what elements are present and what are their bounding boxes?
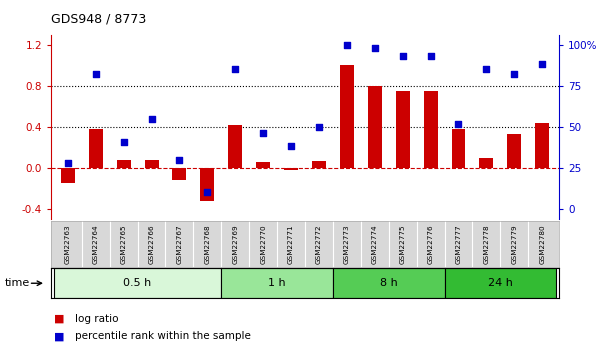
Bar [368, 86, 382, 168]
Text: 0.5 h: 0.5 h [123, 278, 151, 288]
Bar [312, 161, 326, 168]
Bar [395, 91, 410, 168]
Bar [89, 129, 103, 168]
Text: GDS948 / 8773: GDS948 / 8773 [51, 12, 146, 25]
Text: 24 h: 24 h [488, 278, 513, 288]
Text: GSM22772: GSM22772 [316, 225, 322, 264]
Bar [445, 268, 556, 298]
Text: GSM22767: GSM22767 [177, 225, 183, 264]
Bar [333, 268, 445, 298]
Text: 8 h: 8 h [380, 278, 398, 288]
Point [203, 190, 212, 195]
Point [147, 116, 156, 121]
Point [481, 67, 491, 72]
Text: GSM22765: GSM22765 [121, 225, 127, 264]
Text: GSM22770: GSM22770 [260, 225, 266, 264]
Text: 1 h: 1 h [268, 278, 286, 288]
Bar [535, 123, 549, 168]
Point [286, 144, 296, 149]
Bar [54, 268, 221, 298]
Text: ■: ■ [54, 314, 64, 324]
Text: GSM22769: GSM22769 [232, 225, 238, 264]
Point [119, 139, 129, 144]
Text: GSM22764: GSM22764 [93, 225, 99, 264]
Text: GSM22779: GSM22779 [511, 225, 517, 264]
Bar [172, 168, 186, 180]
Point [510, 71, 519, 77]
Point [258, 131, 268, 136]
Point [342, 42, 352, 48]
Point [370, 45, 380, 51]
Point [314, 124, 324, 130]
Text: GSM22766: GSM22766 [148, 225, 154, 264]
Point [398, 53, 407, 59]
Bar [228, 125, 242, 168]
Point [91, 71, 100, 77]
Text: GSM22780: GSM22780 [539, 225, 545, 264]
Point [230, 67, 240, 72]
Text: GSM22768: GSM22768 [204, 225, 210, 264]
Bar [221, 268, 333, 298]
Bar [256, 162, 270, 168]
Bar [507, 134, 521, 168]
Bar [200, 168, 215, 201]
Point [537, 62, 547, 67]
Point [454, 121, 463, 126]
Bar [480, 158, 493, 168]
Point [426, 53, 435, 59]
Text: GSM22777: GSM22777 [456, 225, 462, 264]
Text: GSM22771: GSM22771 [288, 225, 294, 264]
Bar [424, 91, 438, 168]
Point [175, 157, 185, 162]
Bar [145, 160, 159, 168]
Text: percentile rank within the sample: percentile rank within the sample [75, 332, 251, 341]
Text: GSM22775: GSM22775 [400, 225, 406, 264]
Text: GSM22774: GSM22774 [372, 225, 378, 264]
Point [63, 160, 73, 166]
Text: GSM22773: GSM22773 [344, 225, 350, 264]
Bar [117, 160, 130, 168]
Bar [451, 129, 465, 168]
Text: time: time [5, 278, 30, 288]
Text: ■: ■ [54, 332, 64, 341]
Text: log ratio: log ratio [75, 314, 118, 324]
Bar [61, 168, 75, 183]
Bar [284, 168, 298, 170]
Bar [340, 65, 354, 168]
Text: GSM22778: GSM22778 [483, 225, 489, 264]
Text: GSM22763: GSM22763 [65, 225, 71, 264]
Text: GSM22776: GSM22776 [427, 225, 433, 264]
